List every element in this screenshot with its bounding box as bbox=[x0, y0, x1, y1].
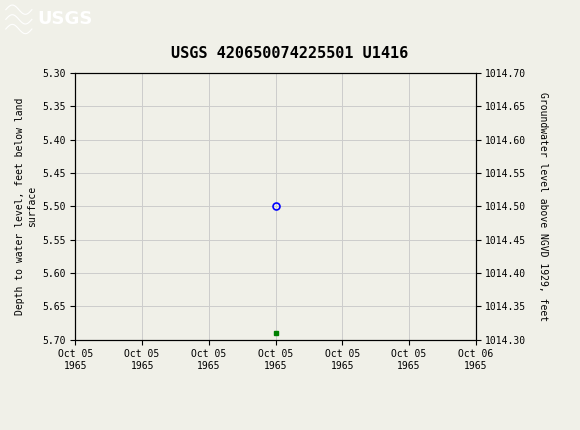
Y-axis label: Depth to water level, feet below land
surface: Depth to water level, feet below land su… bbox=[15, 98, 37, 315]
Legend: Period of approved data: Period of approved data bbox=[178, 427, 373, 430]
Y-axis label: Groundwater level above NGVD 1929, feet: Groundwater level above NGVD 1929, feet bbox=[538, 92, 548, 321]
Text: USGS 420650074225501 U1416: USGS 420650074225501 U1416 bbox=[171, 46, 409, 61]
Text: USGS: USGS bbox=[38, 10, 93, 28]
